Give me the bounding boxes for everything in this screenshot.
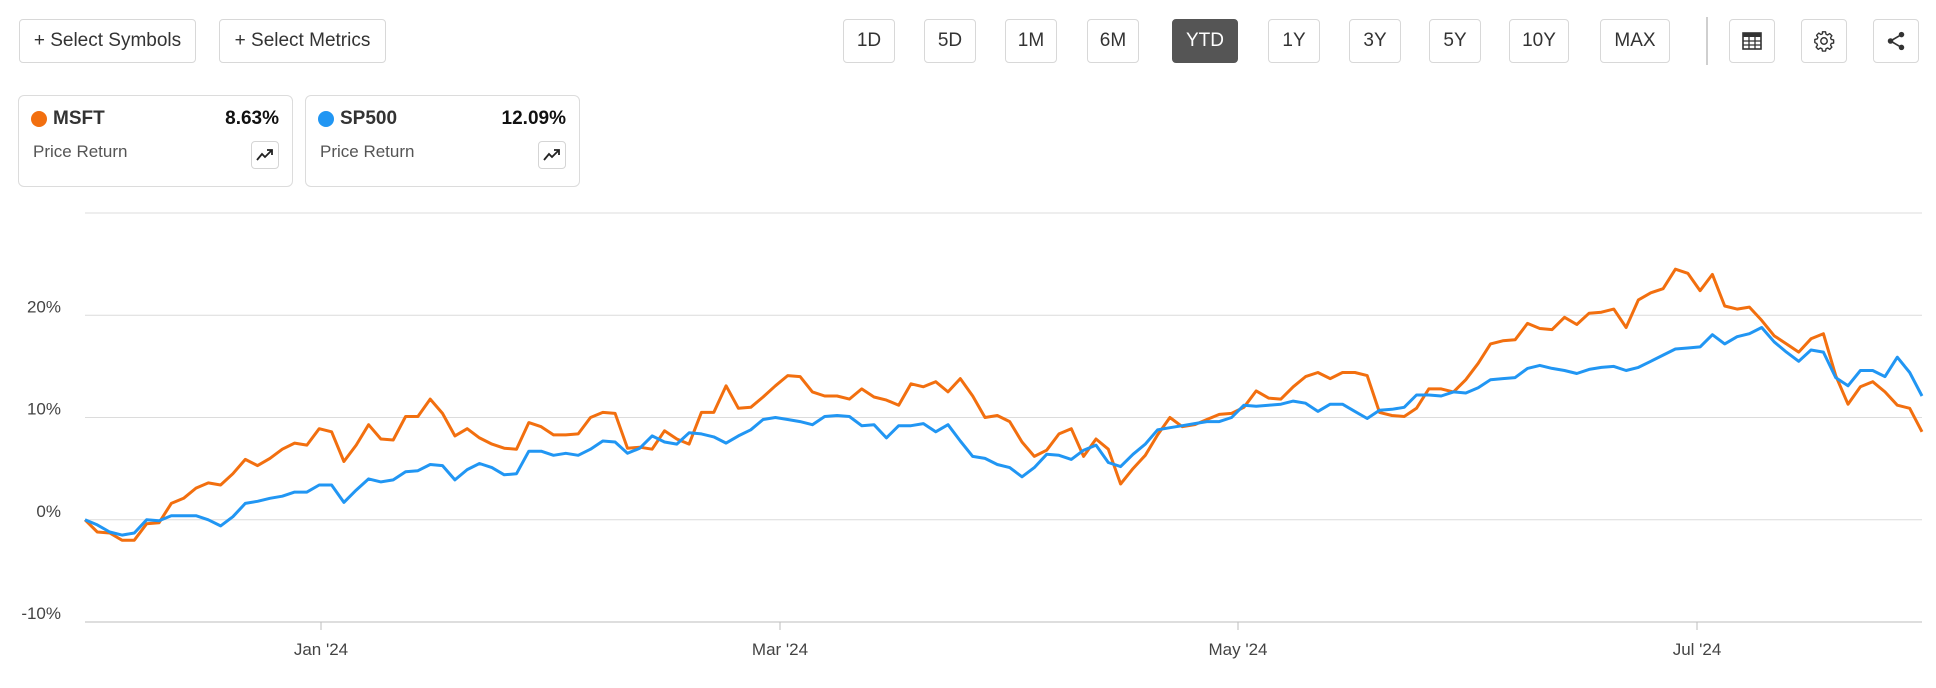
select-symbols-button[interactable]: + Select Symbols: [19, 19, 196, 63]
trending-up-icon: [543, 149, 560, 161]
x-tick-label: Jul '24: [1673, 640, 1722, 659]
legend-value: 12.09%: [501, 108, 566, 129]
period-ytd-button[interactable]: YTD: [1172, 19, 1238, 63]
legend-card-msft: MSFT 8.63% Price Return: [18, 95, 293, 187]
trend-chart-button[interactable]: [538, 141, 566, 169]
settings-button[interactable]: [1801, 19, 1847, 63]
y-tick-label: -10%: [21, 604, 61, 623]
y-tick-label: 10%: [27, 400, 61, 419]
x-tick-label: May '24: [1209, 640, 1268, 659]
period-max-button[interactable]: MAX: [1600, 19, 1670, 63]
series-line-sp500: [84, 326, 1924, 537]
period-3y-button[interactable]: 3Y: [1349, 19, 1401, 63]
series-line-msft: [83, 267, 1924, 542]
sp500-color-dot: [318, 111, 334, 127]
price-return-chart[interactable]: -10% 0% 10% 20% Jan '24 Mar '24 May '24 Jul '24: [0, 195, 1936, 680]
legend-symbol: MSFT: [53, 108, 105, 129]
gear-icon: [1814, 31, 1835, 52]
period-5d-button[interactable]: 5D: [924, 19, 976, 63]
legend-metric: Price Return: [33, 142, 128, 161]
period-1d-button[interactable]: 1D: [843, 19, 895, 63]
toolbar-divider: [1706, 17, 1708, 65]
y-tick-label: 20%: [27, 297, 61, 316]
table-icon: [1742, 32, 1762, 50]
table-view-button[interactable]: [1729, 19, 1775, 63]
period-6m-button[interactable]: 6M: [1087, 19, 1139, 63]
select-metrics-button[interactable]: + Select Metrics: [219, 19, 386, 63]
trending-up-icon: [256, 149, 273, 161]
msft-color-dot: [31, 111, 47, 127]
legend-value: 8.63%: [225, 108, 279, 129]
legend-metric: Price Return: [320, 142, 415, 161]
x-tick-label: Mar '24: [752, 640, 808, 659]
period-1m-button[interactable]: 1M: [1005, 19, 1057, 63]
y-tick-label: 0%: [36, 502, 61, 521]
period-1y-button[interactable]: 1Y: [1268, 19, 1320, 63]
share-icon: [1887, 31, 1905, 51]
trend-chart-button[interactable]: [251, 141, 279, 169]
x-tick-label: Jan '24: [294, 640, 348, 659]
period-5y-button[interactable]: 5Y: [1429, 19, 1481, 63]
share-button[interactable]: [1873, 19, 1919, 63]
period-10y-button[interactable]: 10Y: [1509, 19, 1569, 63]
legend-card-sp500: SP500 12.09% Price Return: [305, 95, 580, 187]
legend-symbol: SP500: [340, 108, 398, 129]
